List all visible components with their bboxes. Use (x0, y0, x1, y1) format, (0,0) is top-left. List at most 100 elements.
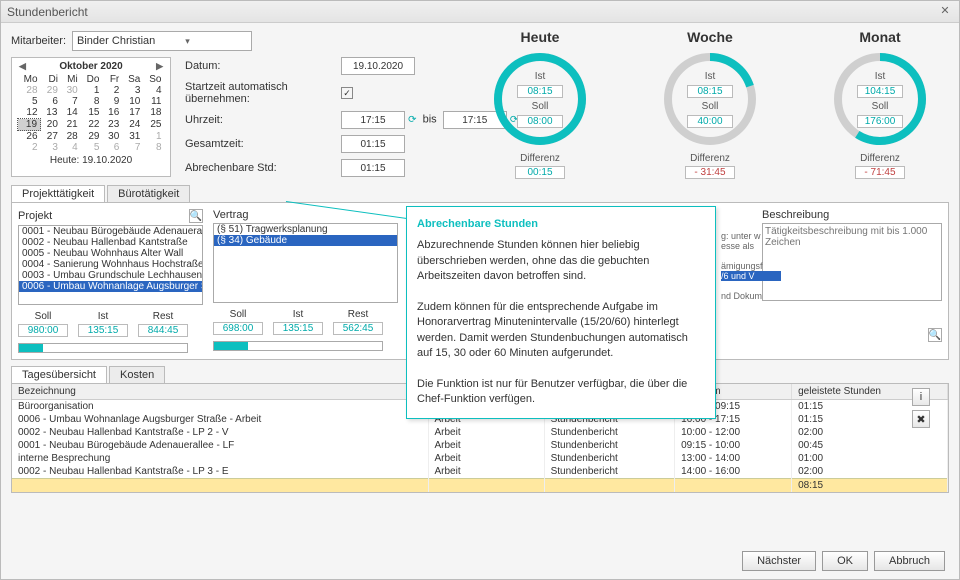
progress-fill (214, 342, 248, 350)
table-row[interactable]: 0002 - Neubau Hallenbad Kantstraße - LP … (12, 465, 948, 479)
calendar-month: Oktober 2020 (59, 61, 122, 72)
calendar-day[interactable]: 5 (81, 142, 103, 153)
progress-bar (18, 343, 188, 353)
gauge-today: Heute Ist08:15 Soll08:00 Differenz 00:15 (475, 29, 605, 179)
calendar-day[interactable]: 12 (18, 107, 41, 119)
list-item[interactable]: 0002 - Neubau Hallenbad Kantstraße (19, 237, 202, 248)
calendar-day[interactable]: 11 (143, 96, 164, 107)
next-button[interactable]: Nächster (742, 551, 816, 571)
tab-project[interactable]: Projekttätigkeit (11, 185, 105, 202)
calendar-day[interactable]: 4 (61, 142, 81, 153)
calendar-day[interactable]: 6 (102, 142, 122, 153)
calendar-day[interactable]: 26 (18, 131, 41, 143)
calendar-day[interactable]: 29 (41, 85, 61, 96)
calendar-day[interactable]: 31 (122, 131, 143, 143)
calendar-table[interactable]: MoDiMiDoFrSaSo28293012345678910111213141… (17, 74, 165, 153)
calendar-day[interactable]: 24 (122, 119, 143, 131)
billable-input[interactable]: 01:15 (341, 159, 405, 177)
calendar-day[interactable]: 15 (81, 107, 103, 119)
vertrag-col-label: Vertrag (213, 209, 248, 221)
calendar-day[interactable]: 20 (41, 119, 61, 131)
calendar-day[interactable]: 8 (143, 142, 164, 153)
calendar-day[interactable]: 30 (61, 85, 81, 96)
refresh-icon[interactable]: ⟳ (408, 115, 416, 126)
tab-office[interactable]: Bürotätigkeit (107, 185, 190, 202)
stat-value: 135:15 (273, 322, 323, 335)
calendar-day[interactable]: 10 (122, 96, 143, 107)
list-item[interactable]: 0001 - Neubau Bürogebäude Adenauerallee (19, 226, 202, 237)
calendar-day[interactable]: 19 (18, 119, 41, 131)
list-item[interactable]: 0003 - Umbau Grundschule Lechhausen (19, 270, 202, 281)
calendar-today[interactable]: Heute: 19.10.2020 (17, 155, 165, 166)
employee-label: Mitarbeiter: (11, 35, 66, 47)
list-item[interactable]: 0005 - Neubau Wohnhaus Alter Wall (19, 248, 202, 259)
close-icon[interactable]: ✕ (937, 4, 953, 20)
tab-cost[interactable]: Kosten (109, 366, 165, 383)
calendar-day[interactable]: 5 (18, 96, 41, 107)
calendar[interactable]: ◀ Oktober 2020 ▶ MoDiMiDoFrSaSo282930123… (11, 57, 171, 177)
calendar-day[interactable]: 4 (143, 85, 164, 96)
total-value: 01:15 (341, 135, 405, 153)
time-from-input[interactable]: 17:15 (341, 111, 405, 129)
tooltip-p2: Zudem können für die entsprechende Aufga… (417, 300, 705, 362)
table-row[interactable]: 0001 - Neubau Bürogebäude Adenauerallee … (12, 439, 948, 452)
beschreibung-textarea[interactable] (762, 223, 942, 301)
stat-label: Ist (273, 309, 323, 320)
search-icon[interactable]: 🔍 (189, 209, 203, 223)
cancel-button[interactable]: Abbruch (874, 551, 945, 571)
employee-dropdown[interactable]: Binder Christian ▾ (72, 31, 252, 51)
list-item[interactable]: 0006 - Umbau Wohnanlage Augsburger Str (19, 281, 202, 292)
calendar-day[interactable]: 7 (122, 142, 143, 153)
calendar-day[interactable]: 28 (61, 131, 81, 143)
calendar-day[interactable]: 27 (41, 131, 61, 143)
calendar-day[interactable]: 14 (61, 107, 81, 119)
calendar-day[interactable]: 8 (81, 96, 103, 107)
calendar-day[interactable]: 22 (81, 119, 103, 131)
list-item[interactable]: (§ 51) Tragwerksplanung (214, 224, 397, 235)
grid-col[interactable]: Bezeichnung (12, 384, 428, 400)
tooltip: Abrechenbare Stunden Abzurechnende Stund… (406, 206, 716, 419)
stat-value: 980:00 (18, 324, 68, 337)
tab-day[interactable]: Tagesübersicht (11, 366, 107, 383)
calendar-day[interactable]: 23 (102, 119, 122, 131)
info-button[interactable]: i (912, 388, 930, 406)
stat-label: Soll (213, 309, 263, 320)
calendar-day[interactable]: 25 (143, 119, 164, 131)
delete-button[interactable]: ✖ (912, 410, 930, 428)
calendar-day[interactable]: 29 (81, 131, 103, 143)
calendar-day[interactable]: 30 (102, 131, 122, 143)
calendar-day[interactable]: 1 (81, 85, 103, 96)
calendar-day[interactable]: 7 (61, 96, 81, 107)
calendar-day[interactable]: 18 (143, 107, 164, 119)
calendar-day[interactable]: 2 (18, 142, 41, 153)
calendar-day[interactable]: 17 (122, 107, 143, 119)
list-item[interactable]: 0004 - Sanierung Wohnhaus Hochstraße (19, 259, 202, 270)
calendar-day[interactable]: 3 (122, 85, 143, 96)
calendar-prev-icon[interactable]: ◀ (19, 61, 26, 72)
calendar-next-icon[interactable]: ▶ (156, 61, 163, 72)
calendar-day[interactable]: 3 (41, 142, 61, 153)
search-icon[interactable]: 🔍 (928, 328, 942, 342)
table-row[interactable]: 0002 - Neubau Hallenbad Kantstraße - LP … (12, 426, 948, 439)
calendar-day[interactable]: 1 (143, 131, 164, 143)
list-item[interactable]: (§ 34) Gebäude (214, 235, 397, 246)
stat-label: Rest (333, 309, 383, 320)
calendar-day[interactable]: 6 (41, 96, 61, 107)
calendar-day[interactable]: 16 (102, 107, 122, 119)
project-list[interactable]: 0001 - Neubau Bürogebäude Adenauerallee0… (18, 225, 203, 305)
autostart-checkbox[interactable]: ✓ (341, 87, 353, 99)
tooltip-p1: Abzurechnende Stunden können hier belieb… (417, 238, 705, 284)
ok-button[interactable]: OK (822, 551, 868, 571)
calendar-day[interactable]: 2 (102, 85, 122, 96)
stat-value: 698:00 (213, 322, 263, 335)
date-input[interactable]: 19.10.2020 (341, 57, 415, 75)
window: Stundenbericht ✕ Mitarbeiter: Binder Chr… (0, 0, 960, 580)
calendar-day[interactable]: 21 (61, 119, 81, 131)
stat-label: Ist (78, 311, 128, 322)
calendar-day[interactable]: 9 (102, 96, 122, 107)
table-row[interactable]: interne BesprechungArbeitStundenbericht1… (12, 452, 948, 465)
vertrag-list[interactable]: (§ 51) Tragwerksplanung(§ 34) Gebäude (213, 223, 398, 303)
calendar-day[interactable]: 28 (18, 85, 41, 96)
autostart-label: Startzeit automatisch übernehmen: (185, 81, 335, 105)
calendar-day[interactable]: 13 (41, 107, 61, 119)
